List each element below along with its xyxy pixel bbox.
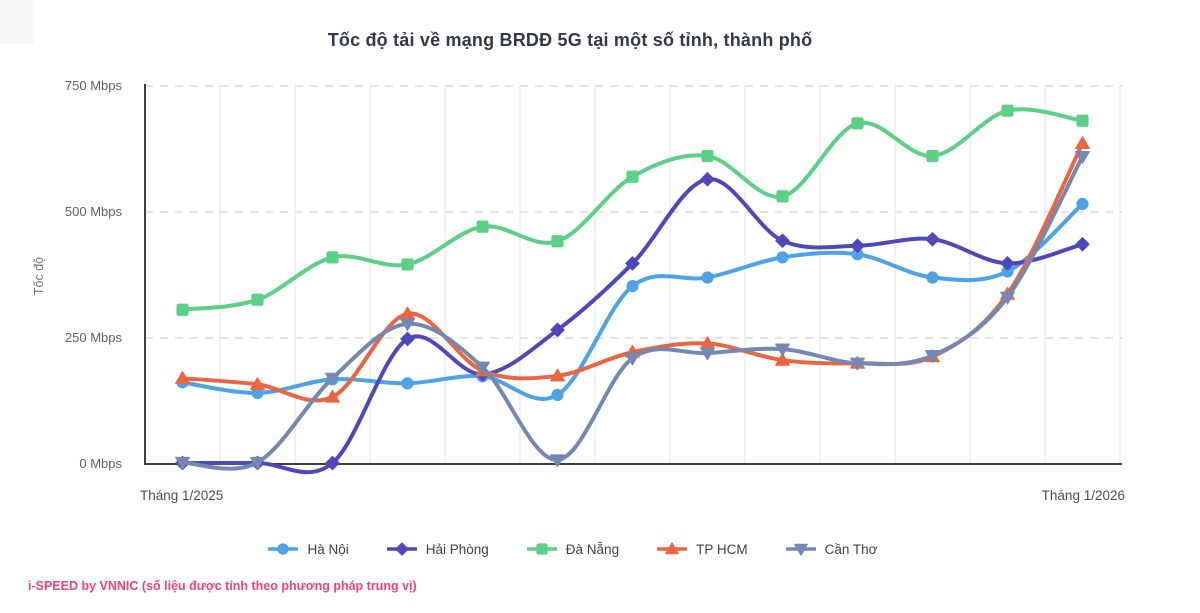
data-point-square[interactable] (626, 170, 639, 183)
chart-title: Tốc độ tải về mạng BRDĐ 5G tại một số tỉ… (327, 30, 813, 50)
data-point-square[interactable] (536, 543, 548, 555)
data-point-triangle-down[interactable] (1000, 291, 1015, 305)
legend-label: Hải Phòng (425, 541, 489, 557)
legend-item-hai-phong[interactable]: Hải Phòng (386, 541, 489, 557)
data-point-diamond[interactable] (850, 238, 865, 253)
data-point-square[interactable] (1076, 114, 1089, 127)
data-point-circle[interactable] (701, 271, 714, 284)
data-point-diamond[interactable] (1000, 256, 1015, 271)
footer-attribution: i-SPEED by VNNIC (số liệu được tính theo… (28, 579, 417, 593)
data-point-square[interactable] (776, 190, 789, 203)
series-cần-thơ (175, 150, 1090, 471)
y-tick-750: 750 Mbps (64, 78, 122, 93)
data-point-diamond[interactable] (550, 322, 565, 338)
data-point-circle[interactable] (401, 377, 414, 390)
data-point-circle[interactable] (776, 251, 789, 264)
data-point-triangle-up[interactable] (775, 352, 790, 366)
data-point-square[interactable] (851, 117, 864, 130)
data-point-triangle-down[interactable] (700, 347, 715, 361)
legend-label: Cần Thơ (824, 541, 878, 557)
legend-marker-triangle-up-icon (657, 542, 688, 555)
data-point-square[interactable] (401, 258, 414, 271)
data-point-triangle-down[interactable] (400, 318, 415, 332)
legend-marker-triangle-down-icon (785, 543, 816, 556)
data-point-triangle-down[interactable] (175, 456, 190, 470)
data-point-triangle-up[interactable] (665, 542, 679, 555)
data-point-diamond[interactable] (400, 331, 415, 347)
data-point-diamond[interactable] (775, 233, 790, 248)
data-point-diamond[interactable] (925, 232, 940, 247)
legend-label: Hà Nội (307, 541, 349, 557)
data-point-square[interactable] (1001, 104, 1014, 117)
data-point-square[interactable] (926, 149, 939, 163)
y-tick-500: 500 Mbps (64, 204, 122, 219)
data-point-circle[interactable] (277, 543, 290, 555)
series-line (180, 154, 1085, 471)
series-hà-nội (176, 197, 1089, 402)
corner-artifact (0, 0, 34, 44)
data-point-square[interactable] (701, 149, 714, 163)
data-point-triangle-up[interactable] (1075, 136, 1090, 150)
data-point-triangle-down[interactable] (793, 543, 808, 556)
y-tick-0: 0 Mbps (79, 456, 122, 471)
x-label-start: Tháng 1/2025 (140, 488, 224, 503)
data-point-square[interactable] (476, 220, 489, 233)
y-tick-250: 250 Mbps (64, 330, 122, 345)
data-point-square[interactable] (326, 251, 339, 264)
data-point-triangle-down[interactable] (250, 456, 265, 470)
data-point-square[interactable] (551, 235, 564, 248)
data-point-diamond[interactable] (1075, 237, 1090, 252)
series-hải-phòng (175, 172, 1090, 475)
data-point-diamond[interactable] (625, 256, 640, 271)
legend-marker-circle-icon (268, 543, 299, 555)
data-point-circle[interactable] (926, 271, 939, 284)
data-point-diamond[interactable] (395, 542, 409, 556)
legend-marker-diamond-icon (386, 542, 417, 556)
legend-item-da-nang[interactable]: Đà Nẵng (526, 541, 620, 557)
data-point-diamond[interactable] (325, 455, 340, 471)
chart-legend: Hà Nội Hải Phòng Đà Nẵng TP HCM Cần Thơ (0, 541, 1146, 557)
data-point-triangle-down[interactable] (550, 454, 565, 468)
series-line (180, 177, 1085, 475)
data-point-circle[interactable] (626, 279, 639, 293)
x-label-end: Tháng 1/2026 (1041, 488, 1125, 503)
series-đà-nẵng (176, 104, 1089, 316)
data-point-triangle-down[interactable] (925, 350, 940, 363)
data-point-triangle-up[interactable] (250, 377, 265, 390)
data-point-triangle-down[interactable] (625, 352, 640, 366)
data-point-triangle-down[interactable] (475, 361, 490, 375)
legend-item-tp-hcm[interactable]: TP HCM (657, 541, 748, 557)
data-point-square[interactable] (176, 303, 189, 316)
data-point-circle[interactable] (1076, 197, 1089, 211)
data-point-triangle-down[interactable] (775, 343, 790, 357)
data-point-triangle-down[interactable] (850, 357, 865, 371)
data-point-triangle-up[interactable] (325, 389, 340, 403)
series-line (180, 201, 1085, 401)
data-point-triangle-up[interactable] (550, 368, 565, 382)
data-point-triangle-down[interactable] (1075, 150, 1090, 164)
legend-item-can-tho[interactable]: Cần Thơ (785, 541, 878, 557)
data-point-triangle-down[interactable] (325, 372, 340, 386)
data-point-triangle-up[interactable] (175, 371, 190, 384)
legend-label: Đà Nẵng (565, 541, 620, 557)
legend-label: TP HCM (696, 541, 748, 557)
legend-marker-square-icon (526, 543, 557, 555)
data-point-diamond[interactable] (700, 172, 715, 187)
data-point-square[interactable] (251, 293, 264, 306)
data-point-circle[interactable] (551, 388, 564, 402)
legend-item-ha-noi[interactable]: Hà Nội (268, 541, 349, 557)
